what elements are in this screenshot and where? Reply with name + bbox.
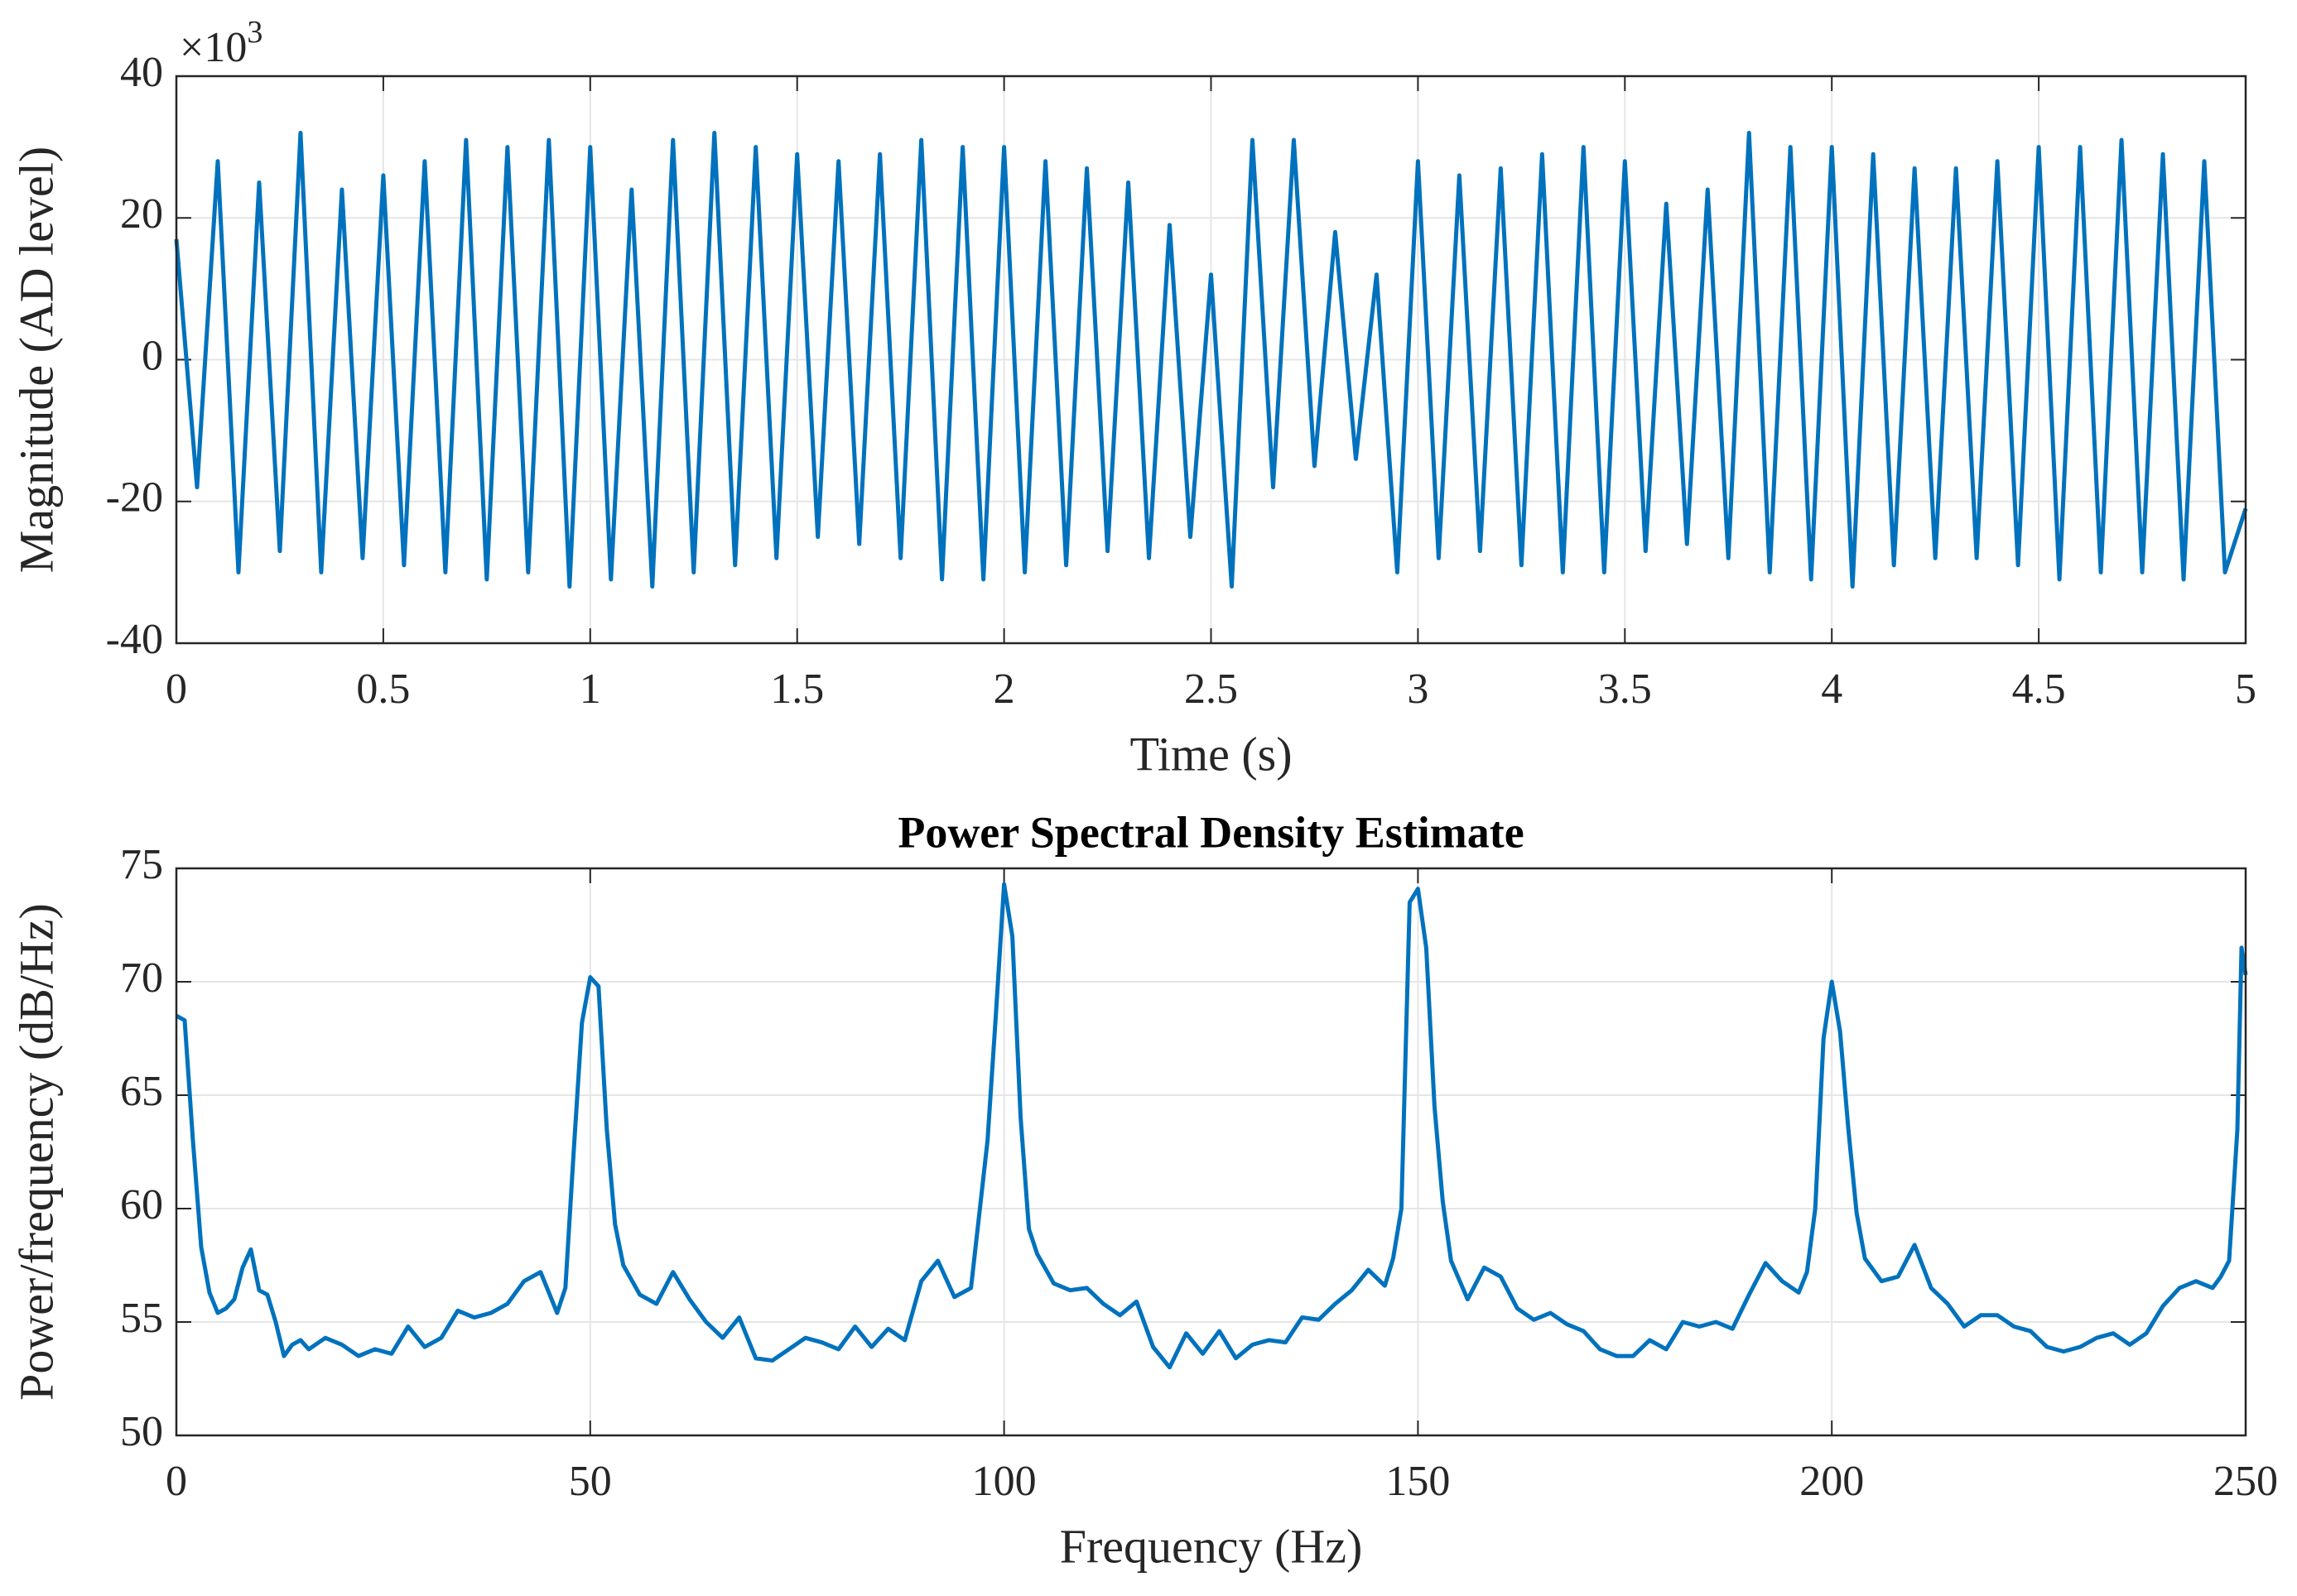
- y-tick-label: 65: [120, 1068, 163, 1115]
- line-series: [174, 131, 2248, 589]
- x-tick-label: 0: [166, 666, 187, 713]
- x-tick-label: 100: [972, 1458, 1037, 1505]
- axes-box: [175, 75, 2247, 645]
- x-tick-label: 4.5: [2012, 666, 2066, 713]
- y-tick-label: 0: [142, 332, 163, 379]
- axes-box: [175, 867, 2247, 1437]
- x-tick-label: 4: [1821, 666, 1842, 713]
- x-tick-label: 3: [1407, 666, 1428, 713]
- y-tick-label: 20: [120, 190, 163, 238]
- x-tick-label: 3.5: [1598, 666, 1652, 713]
- y-tick-label: -20: [106, 474, 163, 522]
- y-tick-label: 60: [120, 1181, 163, 1228]
- y-axis-label: Power/frequency (dB/Hz): [9, 903, 63, 1401]
- x-axis-label: Time (s): [1129, 727, 1292, 781]
- x-tick-label: 5: [2235, 666, 2256, 713]
- x-tick-label: 2.5: [1184, 666, 1238, 713]
- x-axis-label: Frequency (Hz): [1060, 1519, 1363, 1573]
- y-scale-exponent: 3: [247, 15, 262, 50]
- x-tick-label: 2: [994, 666, 1015, 713]
- y-tick-label: 70: [120, 954, 163, 1002]
- x-tick-label: 1.5: [770, 666, 824, 713]
- x-tick-label: 1: [580, 666, 601, 713]
- y-tick-label: 55: [120, 1295, 163, 1342]
- x-tick-label: 0: [166, 1458, 187, 1505]
- chart-title: Power Spectral Density Estimate: [898, 807, 1524, 857]
- y-scale-base: ×10: [180, 24, 247, 71]
- y-tick-label: 75: [120, 841, 163, 888]
- y-axis-label: Magnitude (AD level): [9, 147, 63, 573]
- y-scale-label: ×103: [180, 15, 262, 71]
- x-tick-label: 250: [2213, 1458, 2278, 1505]
- x-tick-label: 200: [1799, 1458, 1864, 1505]
- y-tick-label: 50: [120, 1408, 163, 1455]
- y-tick-label: 40: [120, 49, 163, 96]
- x-tick-label: 50: [569, 1458, 612, 1505]
- x-tick-label: 150: [1385, 1458, 1450, 1505]
- line-series: [175, 882, 2248, 1370]
- y-tick-label: -40: [106, 616, 163, 663]
- x-tick-label: 0.5: [356, 666, 410, 713]
